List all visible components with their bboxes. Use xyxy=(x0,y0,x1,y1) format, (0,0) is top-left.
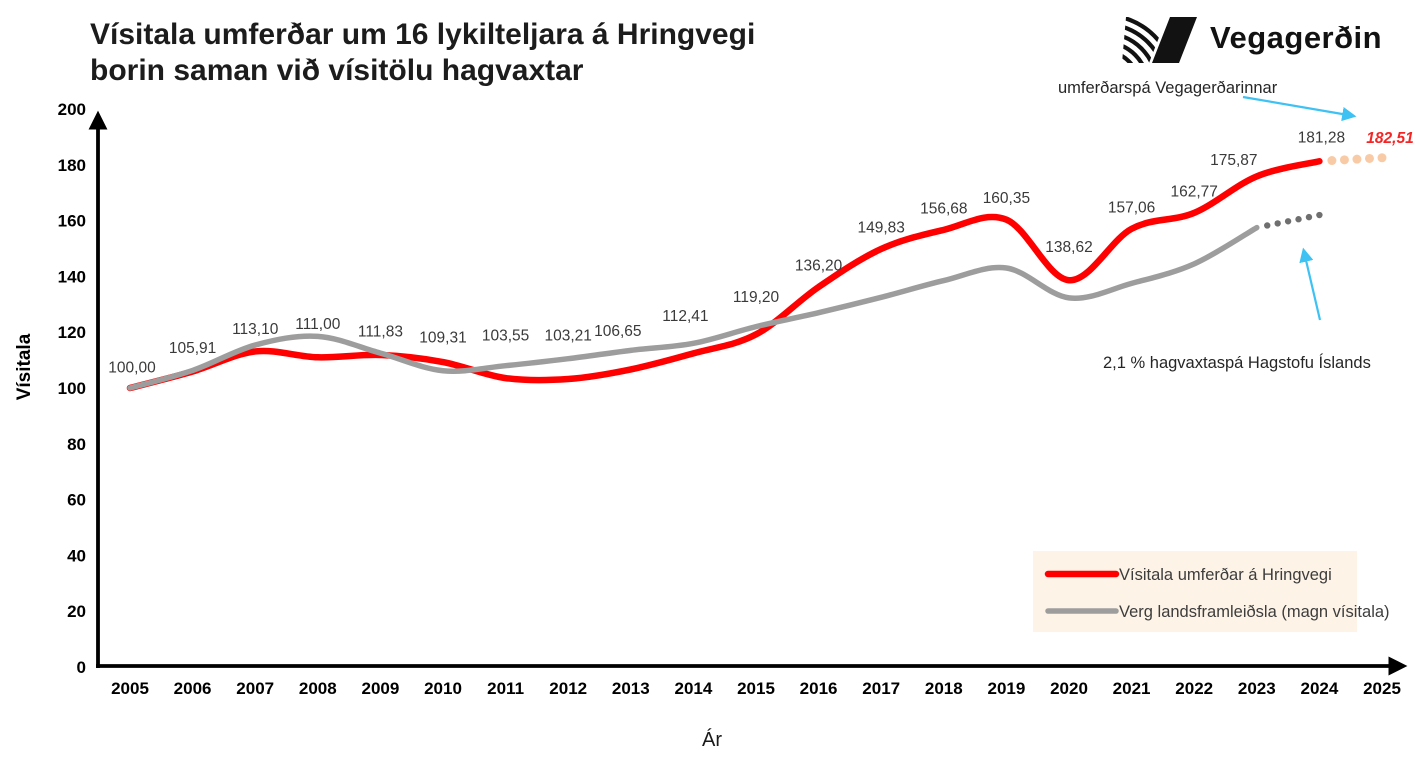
x-tick-label: 2018 xyxy=(925,679,963,698)
x-tick-label: 2022 xyxy=(1175,679,1213,698)
y-tick-label: 80 xyxy=(67,435,86,454)
data-label: 100,00 xyxy=(108,360,156,377)
x-tick-label: 2009 xyxy=(361,679,399,698)
y-tick-label: 20 xyxy=(67,602,86,621)
x-tick-label: 2024 xyxy=(1300,679,1338,698)
data-labels: 182,51 100,00 105,91 113,10 111,00 111,83 109,… xyxy=(108,130,1413,377)
series-line-0 xyxy=(126,157,1323,392)
y-tick-label: 100 xyxy=(58,379,86,398)
forecast-dot xyxy=(1377,153,1387,163)
y-tick-label: 0 xyxy=(77,658,86,677)
x-tick-label: 2020 xyxy=(1050,679,1088,698)
data-label: 111,83 xyxy=(358,323,403,340)
y-tick-label: 40 xyxy=(67,546,86,565)
legend-label-traffic: Vísitala umferðar á Hringvegi xyxy=(1119,566,1332,584)
x-tick-label: 2012 xyxy=(549,679,587,698)
y-axis-tick-labels: 0 20 40 60 80 100 120 140 160 180 200 xyxy=(58,100,86,677)
traffic-forecast-annotation: umferðarspá Vegagerðarinnar xyxy=(1058,79,1278,97)
y-tick-label: 120 xyxy=(58,323,86,342)
data-label: 181,28 xyxy=(1298,130,1345,147)
x-tick-label: 2023 xyxy=(1238,679,1276,698)
forecast-dot xyxy=(1305,213,1313,221)
chart-title-line2: borin saman við vísitölu hagvaxtar xyxy=(90,54,584,87)
forecast-dot xyxy=(1327,156,1337,166)
x-tick-label: 2016 xyxy=(800,679,838,698)
forecast-dot xyxy=(1274,220,1281,227)
x-tick-label: 2010 xyxy=(424,679,462,698)
traffic-forecast-arrow-icon xyxy=(1242,95,1357,122)
forecast-dot xyxy=(1316,211,1323,219)
data-label: 149,83 xyxy=(857,219,904,236)
data-label: 157,06 xyxy=(1108,199,1155,216)
forecast-dot xyxy=(1364,153,1374,163)
data-label: 136,20 xyxy=(795,258,843,275)
x-tick-label: 2007 xyxy=(236,679,274,698)
forecast-dot xyxy=(1264,222,1271,229)
data-label: 138,62 xyxy=(1045,239,1092,256)
data-label: 109,31 xyxy=(419,330,466,347)
vegagerdin-logo-icon xyxy=(1122,17,1197,63)
x-axis-tick-labels: 2005 2006 2007 2008 2009 2010 2011 2012 2013 2014… xyxy=(111,679,1401,698)
data-label: 105,91 xyxy=(169,340,216,357)
x-tick-label: 2005 xyxy=(111,679,149,698)
data-label: 113,10 xyxy=(232,321,279,338)
x-tick-label: 2014 xyxy=(674,679,712,698)
x-tick-label: 2015 xyxy=(737,679,775,698)
x-tick-label: 2011 xyxy=(487,679,524,698)
gdp-forecast-arrow-icon xyxy=(1299,247,1322,321)
legend-background xyxy=(1033,551,1357,632)
y-tick-label: 60 xyxy=(67,491,86,510)
series-lines xyxy=(126,153,1387,392)
x-tick-label: 2025 xyxy=(1363,679,1401,698)
legend-label-gdp: Verg landsframleiðsla (magn vísitala) xyxy=(1119,603,1390,621)
data-label: 103,55 xyxy=(482,328,529,345)
gdp-forecast-annotation: 2,1 % hagvaxtaspá Hagstofu Íslands xyxy=(1103,353,1371,372)
x-tick-label: 2021 xyxy=(1113,679,1151,698)
data-label: 112,41 xyxy=(662,308,708,325)
data-label: 111,00 xyxy=(295,316,340,333)
chart-title-line1: Vísitala umferðar um 16 lykilteljara á H… xyxy=(90,18,755,51)
data-label: 156,68 xyxy=(920,200,967,217)
legend: Vísitala umferðar á Hringvegi Verg lands… xyxy=(1033,551,1390,632)
forecast-dot xyxy=(1339,155,1349,165)
x-tick-label: 2013 xyxy=(612,679,650,698)
data-label: 162,77 xyxy=(1170,183,1217,200)
y-tick-label: 200 xyxy=(58,100,86,119)
series-line-1 xyxy=(127,224,1260,391)
x-tick-label: 2017 xyxy=(862,679,900,698)
forecast-value-label: 182,51 xyxy=(1366,130,1413,147)
y-axis-title: Vísitala xyxy=(14,333,35,400)
vegagerdin-logo-text: Vegagerðin xyxy=(1210,20,1382,55)
data-label: 103,21 xyxy=(544,328,591,345)
forecast-dot xyxy=(1284,218,1292,225)
x-tick-label: 2019 xyxy=(987,679,1025,698)
y-tick-label: 180 xyxy=(58,156,86,175)
x-tick-label: 2008 xyxy=(299,679,337,698)
data-label: 119,20 xyxy=(733,289,780,306)
data-label: 106,65 xyxy=(594,323,641,340)
y-tick-label: 140 xyxy=(58,267,86,286)
forecast-dot xyxy=(1352,154,1362,164)
x-axis-title: Ár xyxy=(702,728,722,751)
x-tick-label: 2006 xyxy=(174,679,212,698)
forecast-dot xyxy=(1295,216,1302,223)
data-label: 175,87 xyxy=(1210,152,1257,169)
y-tick-label: 160 xyxy=(58,212,86,231)
data-label: 160,35 xyxy=(983,190,1030,207)
